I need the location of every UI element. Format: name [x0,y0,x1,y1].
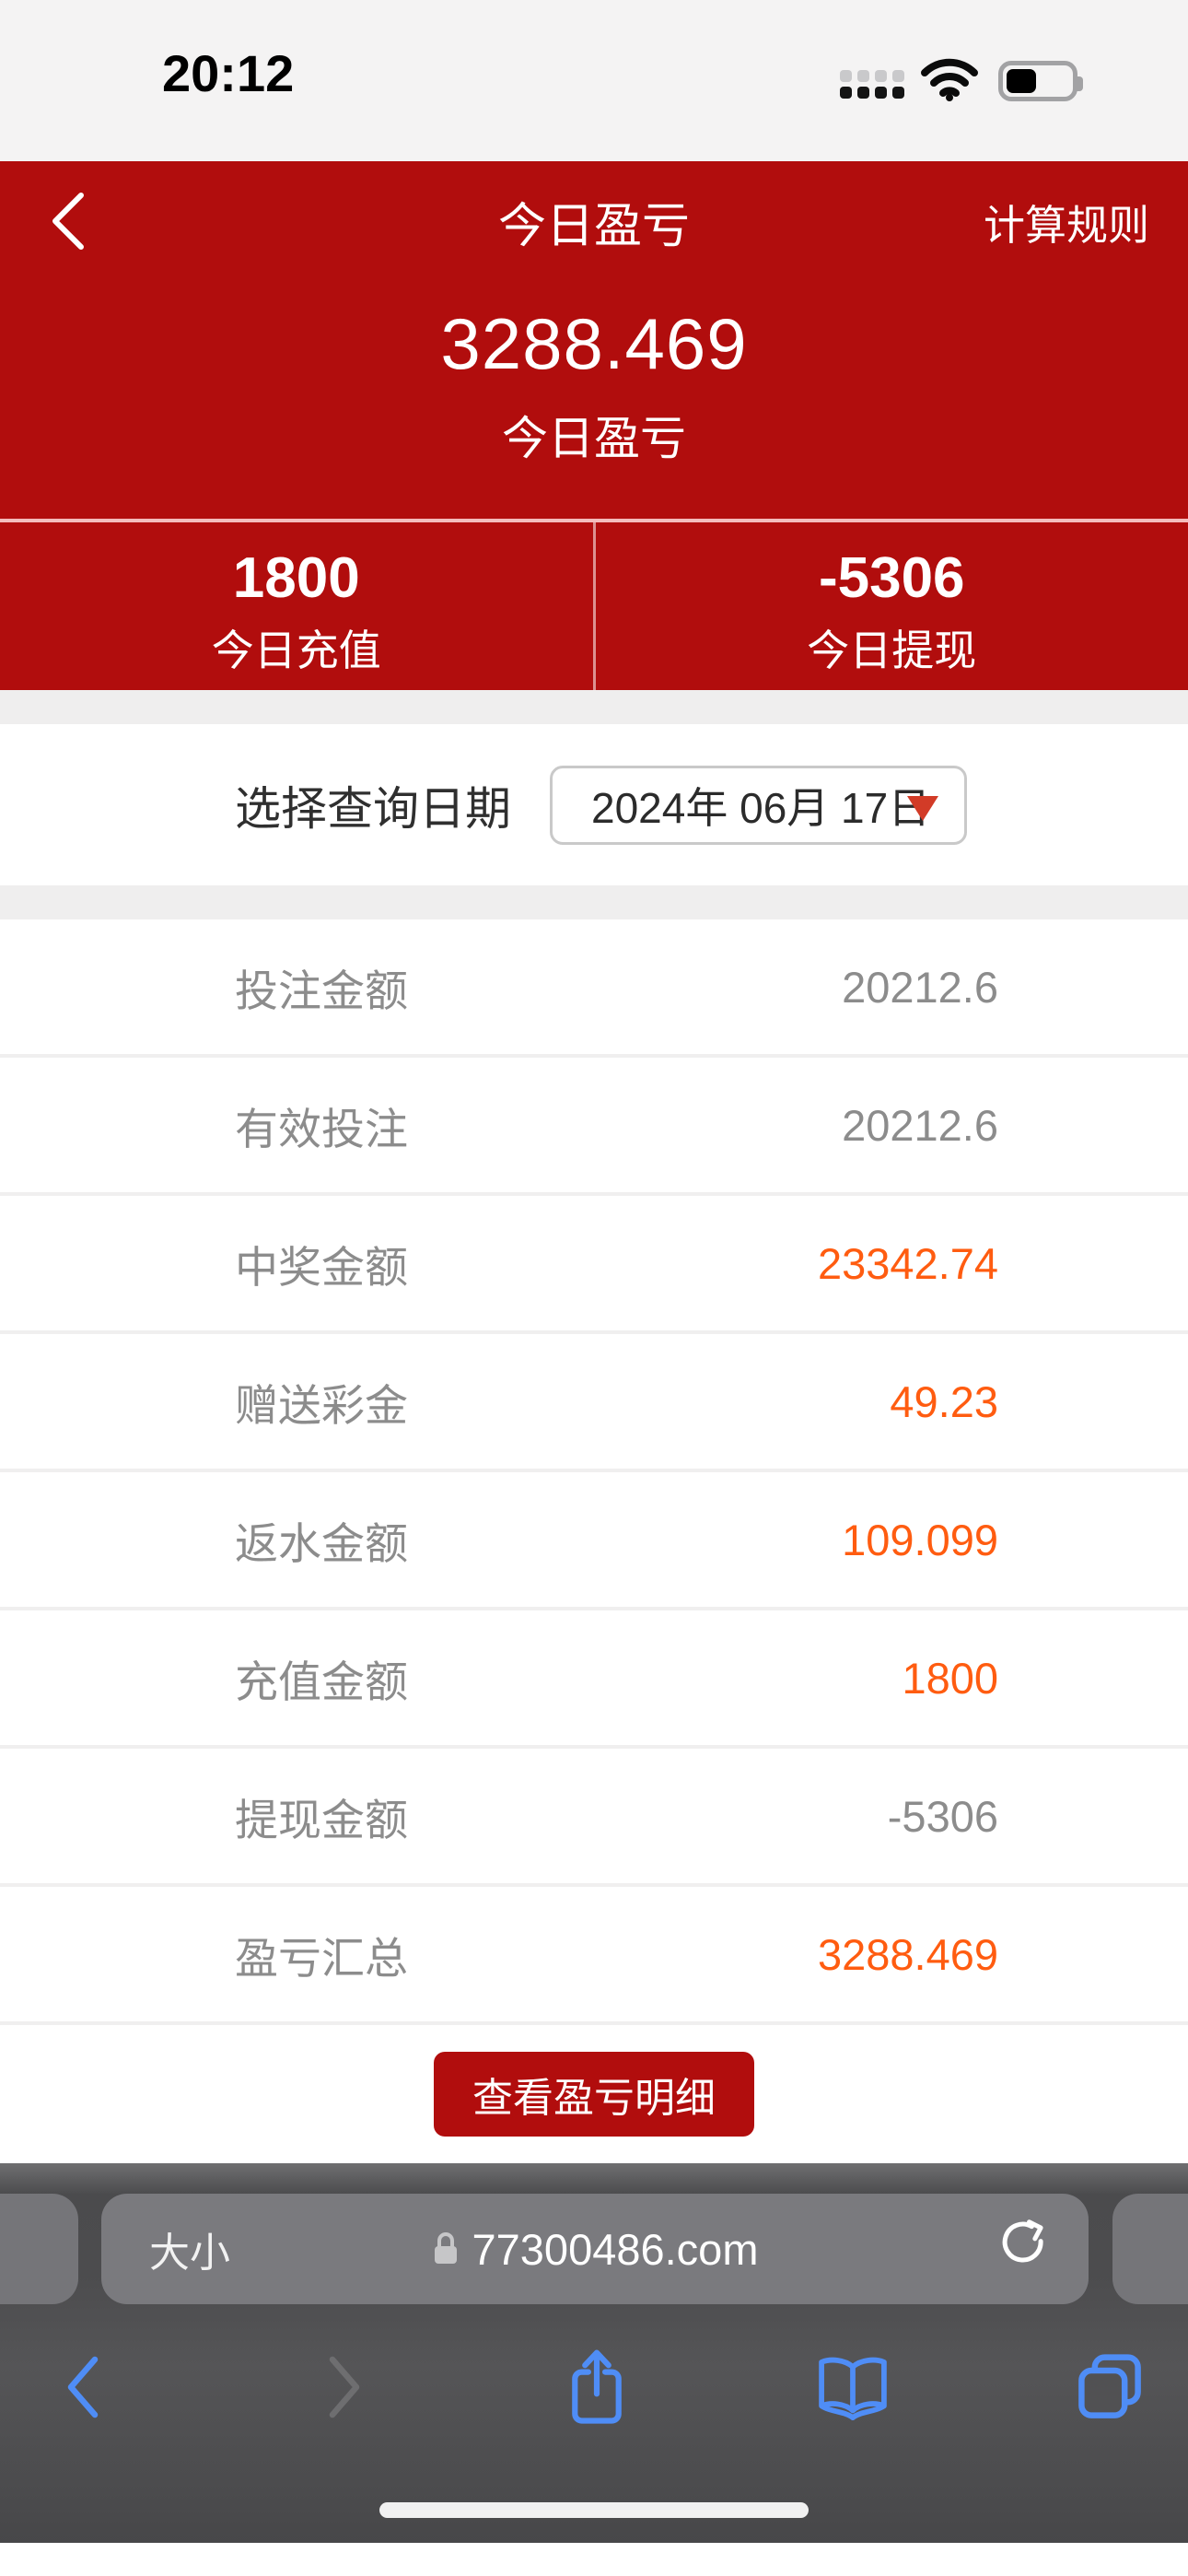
row-label: 中奖金额 [235,1242,408,1292]
view-profit-detail-button[interactable]: 查看盈亏明细 [434,2052,754,2137]
table-row: 投注金额 20212.6 [0,919,1188,1058]
row-label: 有效投注 [235,1104,408,1153]
stats-table: 投注金额 20212.6 有效投注 20212.6 中奖金额 23342.74 … [0,919,1188,2025]
address-bar[interactable]: 大小 77300486.com [101,2194,1089,2304]
row-label: 充值金额 [235,1657,408,1706]
next-tab-stub[interactable] [1112,2194,1188,2304]
wifi-icon [921,58,978,101]
today-withdraw-value: -5306 [818,546,965,610]
date-picker-row: 选择查询日期 2024年 06月 17日 [0,724,1188,885]
text-size-button[interactable]: 大小 [149,2231,230,2276]
table-row: 返水金额 109.099 [0,1472,1188,1610]
row-label: 投注金额 [235,966,408,1015]
share-icon[interactable] [553,2346,641,2429]
page-title: 今日盈亏 [497,199,690,253]
row-value: 109.099 [842,1515,998,1564]
table-row: 有效投注 20212.6 [0,1058,1188,1196]
row-value: -5306 [887,1791,998,1841]
prev-tab-stub[interactable] [0,2194,78,2304]
row-value: 1800 [902,1653,998,1703]
browser-back-button[interactable] [39,2346,127,2429]
nav-bar: 今日盈亏 计算规则 [0,161,1188,281]
today-withdraw: -5306 今日提现 [596,522,1188,690]
status-bar: 20:12 [0,0,1188,161]
cellular-signal-icon [840,70,904,99]
row-value: 3288.469 [817,1929,998,1979]
dropdown-arrow-icon [907,795,938,821]
row-value: 20212.6 [842,1100,998,1150]
back-icon[interactable] [48,191,87,252]
today-profit-label: 今日盈亏 [502,413,686,464]
row-label: 盈亏汇总 [235,1933,408,1983]
url-text: 77300486.com [472,2224,759,2274]
row-label: 返水金额 [235,1518,408,1568]
date-select-value: 2024年 06月 17日 [591,783,931,832]
profit-summary-panel: 今日盈亏 计算规则 3288.469 今日盈亏 1800 今日充值 -5306 … [0,161,1188,690]
today-recharge-label: 今日充值 [211,626,381,674]
browser-chrome: 大小 77300486.com [0,2163,1188,2543]
calc-rules-link[interactable]: 计算规则 [983,201,1149,249]
date-picker-label: 选择查询日期 [235,782,511,835]
table-row: 中奖金额 23342.74 [0,1196,1188,1334]
home-indicator[interactable] [379,2502,809,2518]
row-value: 20212.6 [842,962,998,1012]
row-value: 49.23 [890,1376,998,1426]
table-row: 赠送彩金 49.23 [0,1334,1188,1472]
battery-icon [998,61,1083,101]
today-recharge: 1800 今日充值 [0,522,593,690]
today-recharge-value: 1800 [232,546,360,610]
table-row: 盈亏汇总 3288.469 [0,1887,1188,2025]
date-select[interactable]: 2024年 06月 17日 [550,765,967,845]
row-label: 赠送彩金 [235,1380,408,1430]
today-profit-amount: 3288.469 [440,303,748,384]
lock-icon [434,2232,457,2264]
table-row: 充值金额 1800 [0,1610,1188,1749]
section-gap [0,690,1188,724]
tabs-icon[interactable] [1066,2346,1154,2429]
browser-forward-button[interactable] [300,2346,389,2429]
bookmarks-icon[interactable] [809,2346,897,2429]
column-divider [592,522,596,690]
browser-toolbar [0,2346,1188,2429]
button-row: 查看盈亏明细 [0,2025,1188,2163]
table-row: 提现金额 -5306 [0,1749,1188,1887]
section-gap [0,885,1188,919]
reload-icon[interactable] [998,2219,1050,2278]
row-label: 提现金额 [235,1795,408,1844]
hero-columns: 1800 今日充值 -5306 今日提现 [0,522,1188,690]
today-withdraw-label: 今日提现 [807,626,977,674]
status-time: 20:12 [162,44,295,102]
hero-divider [0,519,1188,522]
row-value: 23342.74 [817,1238,998,1288]
